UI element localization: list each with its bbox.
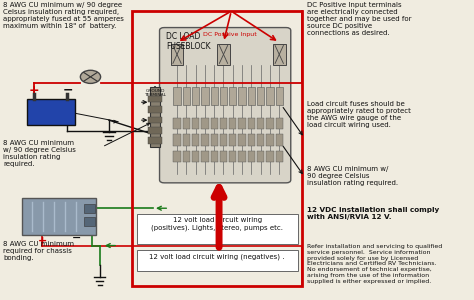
Bar (238, 118, 246, 129)
Text: −: − (62, 84, 73, 97)
Bar (192, 151, 199, 162)
Bar (238, 134, 246, 146)
Bar (266, 118, 273, 129)
Text: 8 AWG CU minimum w/ 90 degree
Celsus insulation rating required,
appropriately f: 8 AWG CU minimum w/ 90 degree Celsus ins… (3, 2, 124, 29)
Text: DC Positive Input terminals
are electrically connected
together and may be used : DC Positive Input terminals are electric… (307, 2, 411, 36)
Bar (148, 96, 162, 102)
Text: 8 AWG CU minimum
w/ 90 degree Celsius
insulation rating
required.: 8 AWG CU minimum w/ 90 degree Celsius in… (3, 140, 76, 166)
Text: DC Positive Input: DC Positive Input (203, 32, 257, 37)
Bar (248, 134, 255, 146)
Bar (201, 118, 209, 129)
Bar (220, 151, 227, 162)
Bar (148, 127, 162, 134)
Bar (182, 118, 190, 129)
Bar (248, 87, 255, 105)
Bar (137, 250, 298, 271)
Bar (217, 44, 230, 65)
Text: DC LOAD
FUSEBLOCK: DC LOAD FUSEBLOCK (166, 32, 211, 51)
Bar (257, 151, 264, 162)
Bar (229, 118, 237, 129)
Bar (148, 137, 162, 144)
Text: 12 volt load circuit wiring (negatives) .: 12 volt load circuit wiring (negatives) … (149, 253, 285, 260)
Bar (257, 134, 264, 146)
FancyBboxPatch shape (22, 198, 97, 235)
Text: 8 AWG CU minimum
required for chassis
bonding.: 8 AWG CU minimum required for chassis bo… (3, 241, 74, 261)
Bar (275, 118, 283, 129)
Bar (210, 118, 218, 129)
Circle shape (81, 70, 100, 83)
Bar (229, 151, 237, 162)
Bar (220, 134, 227, 146)
Bar (137, 214, 298, 244)
Bar (192, 118, 199, 129)
Bar (192, 87, 199, 105)
Bar (273, 44, 286, 65)
Bar (266, 151, 273, 162)
Bar (148, 106, 162, 113)
Bar (229, 87, 237, 105)
Bar (257, 87, 264, 105)
Bar (229, 134, 237, 146)
Bar (238, 87, 246, 105)
Bar (275, 87, 283, 105)
Text: Load circuit fuses should be
appropriately rated to protect
the AWG wire gauge o: Load circuit fuses should be appropriate… (307, 101, 411, 128)
Text: GROUND
TERMINAL
BUS: GROUND TERMINAL BUS (145, 89, 166, 102)
Bar (182, 134, 190, 146)
Bar (83, 204, 95, 213)
Text: 8 AWG CU minimum w/
90 degree Celsius
insulation rating required.: 8 AWG CU minimum w/ 90 degree Celsius in… (307, 167, 398, 186)
Bar (182, 151, 190, 162)
Bar (171, 44, 183, 65)
Text: 12 volt load circuit wiring
(positives). Lights, stereo, pumps etc.: 12 volt load circuit wiring (positives).… (151, 217, 283, 231)
Bar (210, 151, 218, 162)
Bar (220, 118, 227, 129)
Bar (173, 87, 181, 105)
Text: 12 VDC installation shall comply
with ANSI/RVIA 12 V.: 12 VDC installation shall comply with AN… (307, 207, 439, 220)
Text: −: − (72, 233, 82, 243)
Bar (192, 134, 199, 146)
Bar (182, 87, 190, 105)
Text: +: + (37, 236, 47, 246)
Bar (201, 151, 209, 162)
Text: Refer installation and servicing to qualified
service personnel.  Service inform: Refer installation and servicing to qual… (307, 244, 442, 284)
Bar (248, 151, 255, 162)
Bar (275, 134, 283, 146)
Bar (266, 87, 273, 105)
Bar (173, 151, 181, 162)
Bar (220, 87, 227, 105)
Text: +: + (28, 84, 39, 97)
FancyBboxPatch shape (27, 99, 75, 125)
Bar (132, 11, 302, 286)
Bar (173, 134, 181, 146)
Bar (148, 117, 162, 123)
Bar (83, 217, 95, 226)
Bar (210, 134, 218, 146)
Bar (275, 151, 283, 162)
Bar (150, 87, 161, 147)
Bar (248, 118, 255, 129)
Bar (238, 151, 246, 162)
Bar (210, 87, 218, 105)
Bar (173, 118, 181, 129)
Bar (266, 134, 273, 146)
Bar (201, 87, 209, 105)
Bar (201, 134, 209, 146)
FancyBboxPatch shape (160, 28, 291, 183)
Bar (257, 118, 264, 129)
